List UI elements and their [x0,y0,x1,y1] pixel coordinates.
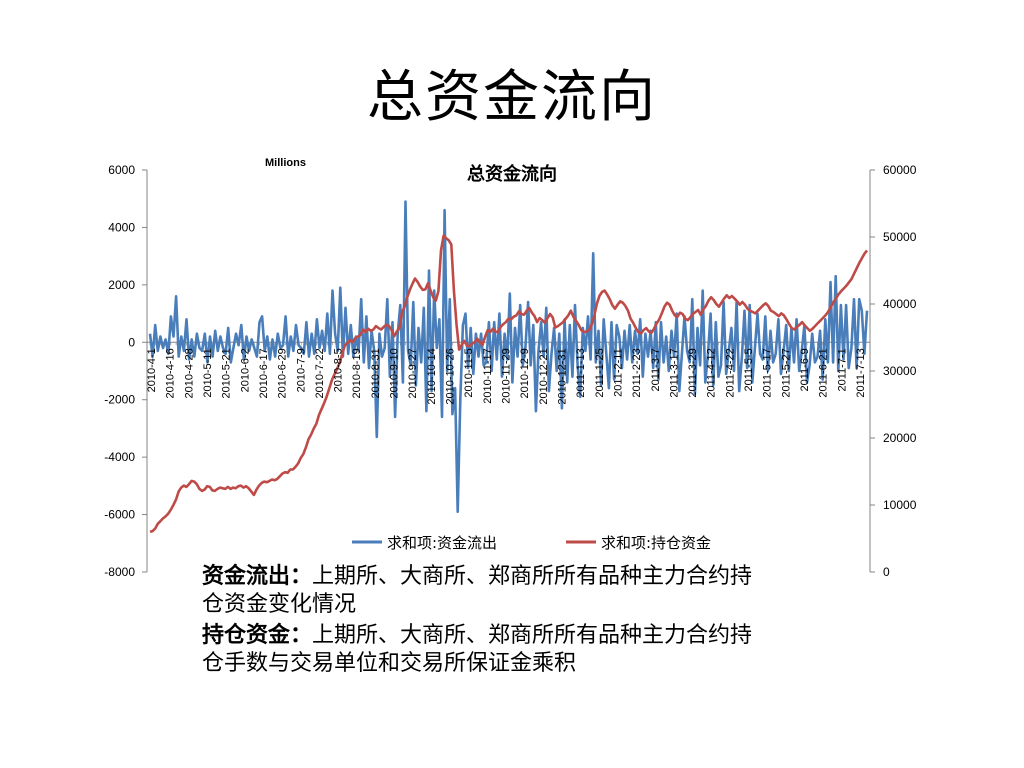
left-axis-tick-label: 4000 [108,220,135,234]
legend-label-position: 求和项:持仓资金 [601,534,711,552]
x-tick-label: 2011-4-12 [706,348,718,397]
left-axis-tick-label: -6000 [104,508,135,522]
left-axis-tick-label: 2000 [108,278,135,292]
x-tick-label: 2010-10-14 [426,348,438,404]
series-layer [148,200,869,534]
x-tick-label: 2010-4-1 [146,348,158,392]
legend-label-outflow: 求和项:资金流出 [387,534,497,552]
x-tick-label: 2010-12-9 [519,348,531,398]
x-tick-label: 2010-11-5 [463,348,475,397]
x-tick-label: 2011-2-23 [631,348,643,397]
description-outflow-label: 资金流出： [202,564,313,589]
right-axis-tick-label: 40000 [883,297,917,311]
x-tick-label: 2011-1-25 [594,348,606,397]
x-tick-label: 2010-8-19 [351,348,363,398]
x-tick-label: 2010-6-17 [258,348,270,398]
left-axis-tick-label: -8000 [104,565,135,579]
right-axis-tick-label: 50000 [883,230,917,244]
left-axis-tick-label: 6000 [108,163,135,177]
x-tick-label: 2010-12-31 [557,348,569,404]
description-position: 持仓资金：上期所、大商所、郑商所所有品种主力合约持仓手数与交易单位和交易所保证金… [202,622,762,678]
right-axis-tick-label: 10000 [883,498,917,512]
x-tick-label: 2011-4-22 [724,348,736,397]
x-tick-label: 2011-5-5 [743,348,755,391]
x-tick-label: 2010-6-29 [277,348,289,398]
x-tick-label: 2011-6-21 [818,348,830,397]
left-axis-tick-label: -2000 [104,393,135,407]
x-tick-label: 2010-9-27 [407,348,419,398]
units-label: Millions [265,157,306,169]
x-tick-label: 2011-6-9 [799,348,811,391]
x-tick-label: 2011-3-17 [668,348,680,397]
description-outflow-text: 上期所、大商所、郑商所所有品种主力合约持仓资金变化情况 [202,564,753,617]
x-tick-label: 2010-11-29 [501,348,513,403]
x-tick-label: 2010-8-31 [370,348,382,398]
x-tick-label: 2011-3-7 [650,348,662,391]
right-axis-tick-label: 20000 [883,431,917,445]
x-tick-label: 2010-11-17 [482,348,494,403]
description-outflow: 资金流出：上期所、大商所、郑商所所有品种主力合约持仓资金变化情况 [202,563,762,619]
x-tick-label: 2010-4-28 [183,348,195,398]
x-tick-label: 2011-5-17 [762,348,774,397]
x-tick-label: 2011-3-29 [687,348,699,397]
chart-title: 总资金流向 [467,163,557,185]
legend: 求和项:资金流出 求和项:持仓资金 [352,534,711,552]
x-tick-label: 2010-9-10 [389,348,401,398]
right-axis-tick-label: 60000 [883,163,917,177]
x-tick-label: 2010-8-5 [333,348,345,392]
series-line-outflow [148,200,869,514]
x-tick-label: 2011-2-11 [612,348,624,397]
x-tick-label: 2010-5-21 [221,348,233,398]
series-line-position [149,234,869,534]
slide-title: 总资金流向 [367,65,657,130]
description-position-label: 持仓资金： [202,623,313,648]
right-axis-tick-label: 30000 [883,364,917,378]
x-tick-label: 2010-7-9 [295,348,307,392]
x-tick-label: 2010-4-16 [165,348,177,398]
x-tick-label: 2010-12-21 [538,348,550,404]
fund-flow-chart: Millions 总资金流向 -8000 -6000 -4000 -2000 0 2000… [104,157,917,579]
x-tick-label: 2011-1-13 [575,348,587,397]
x-tick-label: 2010-5-11 [202,348,214,397]
x-tick-label: 2011-7-1 [836,348,848,391]
left-axis-tick-label: -4000 [104,450,135,464]
x-tick-label: 2011-5-27 [780,348,792,397]
right-axis-tick-label: 0 [883,565,890,579]
x-tick-label: 2010-6-2 [239,348,251,392]
x-tick-labels: 2010-4-1 2010-4-16 2010-4-28 2010-5-11 2010-… [146,348,867,404]
description-position-text: 上期所、大商所、郑商所所有品种主力合约持仓手数与交易单位和交易所保证金乘积 [202,623,753,676]
left-axis-tick-label: 0 [128,335,135,349]
x-tick-label: 2010-7-22 [314,348,326,398]
x-tick-label: 2010-10-26 [445,348,457,404]
x-tick-label: 2011-7-13 [855,348,867,397]
